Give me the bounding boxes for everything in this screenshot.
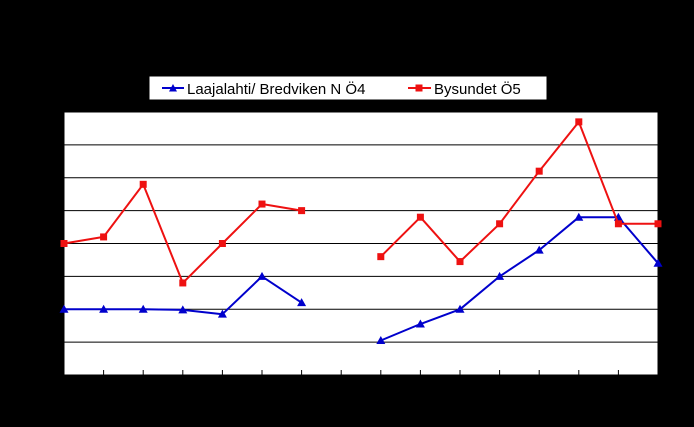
legend: Laajalahti/ Bredviken N Ö4 Bysundet Ö5 bbox=[148, 75, 548, 101]
data-point bbox=[654, 220, 662, 228]
legend-label-series-1: Bysundet Ö5 bbox=[434, 80, 521, 98]
series-layer bbox=[59, 118, 663, 344]
data-point bbox=[456, 258, 464, 266]
data-point bbox=[297, 298, 307, 307]
legend-swatch-square-marker bbox=[415, 84, 423, 92]
data-point bbox=[653, 258, 663, 267]
data-point bbox=[218, 240, 226, 247]
series-0 bbox=[59, 212, 663, 344]
data-point bbox=[575, 118, 583, 126]
x-axis-ticks bbox=[103, 370, 619, 375]
data-point bbox=[100, 233, 108, 241]
data-point bbox=[496, 220, 504, 228]
data-point bbox=[574, 212, 584, 221]
data-point bbox=[376, 335, 386, 344]
data-point bbox=[60, 240, 68, 247]
data-point bbox=[377, 253, 385, 261]
data-point bbox=[298, 207, 306, 215]
data-point bbox=[416, 213, 424, 221]
data-point bbox=[415, 319, 425, 328]
legend-label-series-0: Laajalahti/ Bredviken N Ö4 bbox=[187, 80, 365, 98]
data-point bbox=[217, 309, 227, 318]
series-1 bbox=[60, 118, 662, 287]
data-point bbox=[534, 245, 544, 254]
data-point bbox=[614, 220, 622, 228]
data-point bbox=[59, 304, 69, 313]
data-point bbox=[535, 167, 543, 175]
data-point bbox=[455, 304, 465, 313]
data-point bbox=[138, 304, 148, 313]
data-point bbox=[139, 180, 147, 188]
legend-box bbox=[148, 75, 548, 101]
data-point bbox=[258, 200, 266, 208]
data-point bbox=[179, 279, 187, 287]
data-point bbox=[99, 304, 109, 313]
data-point bbox=[257, 271, 267, 280]
data-point bbox=[495, 271, 505, 280]
data-point bbox=[178, 305, 188, 314]
legend-swatch-triangle-marker bbox=[169, 84, 177, 92]
